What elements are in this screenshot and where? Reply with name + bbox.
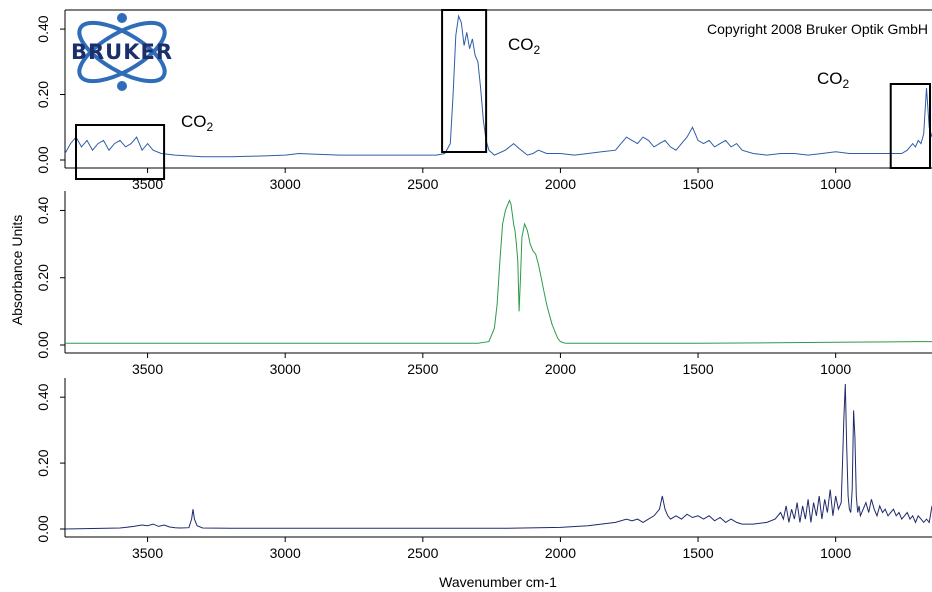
sample-spectrum-panel: 3500 3000 2500 2000 1500 1000 0.00 0.20 0.40 bbox=[35, 191, 932, 377]
co2-label: CO2 bbox=[181, 112, 214, 134]
x-tick-label: 3000 bbox=[270, 361, 301, 377]
x-tick-label: 3500 bbox=[132, 361, 163, 377]
logo-orbit bbox=[77, 20, 167, 84]
y-tick-label: 0.40 bbox=[35, 383, 51, 410]
logo-wordmark: BRUKER bbox=[71, 40, 173, 64]
y-tick-label: 0.00 bbox=[35, 331, 51, 358]
y-tick-label: 0.40 bbox=[35, 15, 51, 42]
x-tick-label: 2500 bbox=[407, 176, 438, 192]
x-tick-label: 3000 bbox=[270, 176, 301, 192]
y-tick-label: 0.40 bbox=[35, 197, 51, 224]
co2-region-box bbox=[441, 9, 488, 153]
x-tick-label: 3500 bbox=[132, 545, 163, 561]
spectrum-line bbox=[64, 383, 932, 530]
x-tick-label: 2500 bbox=[407, 545, 438, 561]
corrected-spectrum-panel: 3500 3000 2500 2000 1500 1000 0.00 0.20 0.40 bbox=[35, 378, 932, 561]
logo-orbit bbox=[77, 20, 167, 84]
logo-electron bbox=[117, 81, 127, 91]
x-tick-label: 1500 bbox=[682, 176, 713, 192]
x-tick-label: 1000 bbox=[820, 176, 851, 192]
copyright-notice: Copyright 2008 Bruker Optik GmbH bbox=[707, 21, 928, 37]
co2-label: CO2 bbox=[508, 35, 541, 57]
bruker-logo: BRUKER bbox=[71, 13, 173, 91]
tick-group: 3500 3000 2500 2000 1500 1000 0.00 0.20 0.40 bbox=[35, 197, 851, 377]
x-tick-label: 2500 bbox=[407, 361, 438, 377]
x-tick-label: 2000 bbox=[545, 545, 576, 561]
x-tick-label: 1500 bbox=[682, 545, 713, 561]
x-tick-label: 3000 bbox=[270, 545, 301, 561]
x-tick-label: 1000 bbox=[820, 545, 851, 561]
y-tick-label: 0.20 bbox=[35, 449, 51, 476]
tick-group: 3500 3000 2500 2000 1500 1000 0.00 0.20 0.40 bbox=[35, 383, 851, 561]
co2-label: CO2 bbox=[817, 69, 850, 91]
spectrum-line bbox=[65, 199, 932, 344]
co2-region-box bbox=[75, 124, 166, 180]
y-tick-label: 0.20 bbox=[35, 264, 51, 291]
spectrum-line bbox=[64, 14, 932, 158]
x-tick-label: 1500 bbox=[682, 361, 713, 377]
x-tick-label: 2000 bbox=[545, 361, 576, 377]
y-tick-label: 0.00 bbox=[35, 146, 51, 173]
x-tick-label: 2000 bbox=[545, 176, 576, 192]
logo-electron bbox=[117, 13, 127, 23]
y-tick-label: 0.00 bbox=[35, 515, 51, 542]
co2-region-box bbox=[889, 83, 932, 169]
x-tick-label: 1000 bbox=[820, 361, 851, 377]
y-tick-label: 0.20 bbox=[35, 81, 51, 108]
y-axis-title: Absorbance Units bbox=[9, 215, 25, 326]
x-axis-title: Wavenumber cm-1 bbox=[439, 574, 557, 590]
